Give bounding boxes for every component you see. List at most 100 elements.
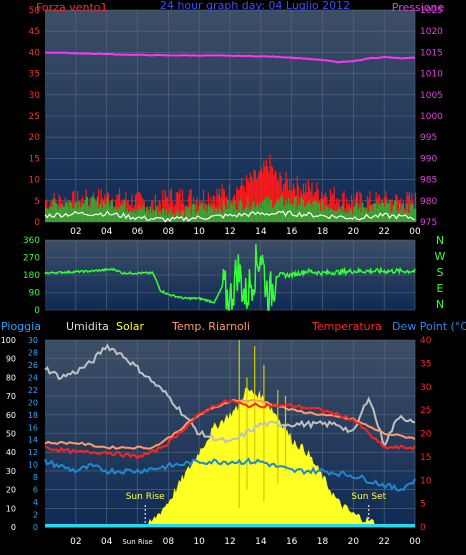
wind-bar	[406, 204, 408, 222]
wind-bar	[94, 198, 96, 222]
top-x-tick-label: 06	[132, 227, 144, 237]
wind-bar	[369, 205, 371, 222]
gust-bar	[151, 200, 153, 222]
pressure-tick-label: 1005	[420, 91, 443, 101]
wind-bar	[399, 203, 401, 222]
wind-bar	[127, 212, 129, 222]
wind-bar	[236, 209, 238, 222]
solar-tick-label: 14	[28, 436, 38, 445]
wind-bar	[181, 211, 184, 222]
wind-bar	[295, 196, 297, 222]
wind-bar	[386, 202, 388, 222]
wind-bar	[205, 204, 207, 222]
gust-bar	[181, 189, 184, 222]
top-grid	[45, 9, 416, 223]
wind-bar	[294, 197, 296, 222]
wind-bar	[244, 207, 246, 222]
wind-bar	[223, 204, 225, 222]
wind-bar	[119, 207, 121, 222]
wind-bar	[52, 198, 54, 222]
riarnoli-label: Temp. Riarnoli	[171, 320, 250, 333]
gust-bar	[226, 195, 228, 222]
wind-bar	[46, 208, 48, 222]
wind-bar	[301, 197, 303, 222]
gust-bar	[136, 193, 138, 222]
wind-bar	[242, 210, 244, 222]
wind-bar	[77, 208, 79, 222]
gust-bar	[390, 199, 392, 222]
wind-bar	[271, 208, 274, 222]
gust-bar	[347, 203, 349, 222]
pioggia-tick-label: 10	[6, 504, 16, 513]
gust-bar	[248, 182, 250, 222]
gust-bar	[169, 190, 171, 222]
gust-bar	[296, 175, 298, 222]
wind-bar	[146, 206, 148, 222]
top-x-tick-label: 00	[409, 227, 421, 237]
wind-bar	[154, 211, 156, 222]
wind-bar	[283, 205, 285, 222]
solar-tick-label: 4	[33, 498, 38, 507]
gust-bar	[202, 189, 205, 222]
gust-bar	[177, 192, 179, 222]
gust-bar	[140, 193, 142, 222]
solar-tick-label: 16	[28, 423, 38, 432]
gust-bar	[253, 169, 255, 222]
gust-bar	[162, 189, 164, 222]
wind-bar	[397, 212, 399, 222]
temp-tick-label: 35	[420, 359, 431, 369]
wind-bar	[167, 217, 169, 222]
gust-bar	[243, 186, 245, 222]
top-x-tick-label: 16	[286, 227, 298, 237]
gust-bar	[242, 184, 244, 222]
gust-bar	[292, 183, 295, 222]
wind-bar	[237, 210, 239, 222]
wind-bar	[123, 200, 126, 222]
wind-bar	[376, 208, 378, 222]
gust-bar	[221, 184, 223, 222]
wind-bar	[137, 211, 139, 222]
wind-bar	[269, 200, 271, 222]
gust-bar	[311, 182, 313, 222]
gust-bar	[244, 192, 246, 222]
gust-bar	[264, 166, 266, 222]
dir-series	[44, 244, 416, 312]
wind-bar	[72, 207, 74, 222]
wind-bar	[232, 206, 234, 222]
sunset-label: Sun Set	[351, 492, 386, 502]
wind-bar	[348, 207, 350, 222]
wind-bar	[320, 211, 322, 222]
pioggia-tick-label: 70	[6, 392, 16, 401]
pioggia-tick-label: 50	[6, 430, 16, 439]
wind-tick-label: 50	[29, 6, 41, 16]
wind-bar	[253, 201, 255, 222]
wind-bar	[288, 198, 290, 222]
wind-bar	[380, 202, 382, 222]
solar-tick-label: 8	[33, 473, 38, 482]
wind-bar	[143, 207, 145, 222]
wind-axis-label: Forza vento1	[36, 1, 108, 14]
gust-bar	[408, 191, 410, 222]
solar-tick-label: 24	[28, 373, 38, 382]
gust-bar	[273, 175, 275, 222]
gust-bar	[323, 194, 325, 222]
wind-bar	[93, 197, 95, 222]
pressure-axis-label: Pressione	[392, 1, 445, 14]
wind-bar	[249, 209, 251, 222]
gust-bar	[333, 186, 335, 222]
gust-bar	[267, 166, 269, 222]
wind-bar	[231, 203, 233, 222]
wind-bar	[53, 200, 55, 222]
wind-bar	[140, 209, 142, 222]
bot-x-tick-label: 02	[70, 537, 81, 547]
wind-bar	[308, 200, 311, 222]
wind-bar	[90, 197, 92, 222]
gust-bar	[297, 185, 299, 222]
wind-bar	[227, 200, 229, 222]
pressure-line	[44, 51, 416, 64]
wind-tick-label: 30	[29, 91, 41, 101]
wind-bar	[345, 212, 348, 222]
wind-tick-label: 40	[29, 48, 41, 58]
